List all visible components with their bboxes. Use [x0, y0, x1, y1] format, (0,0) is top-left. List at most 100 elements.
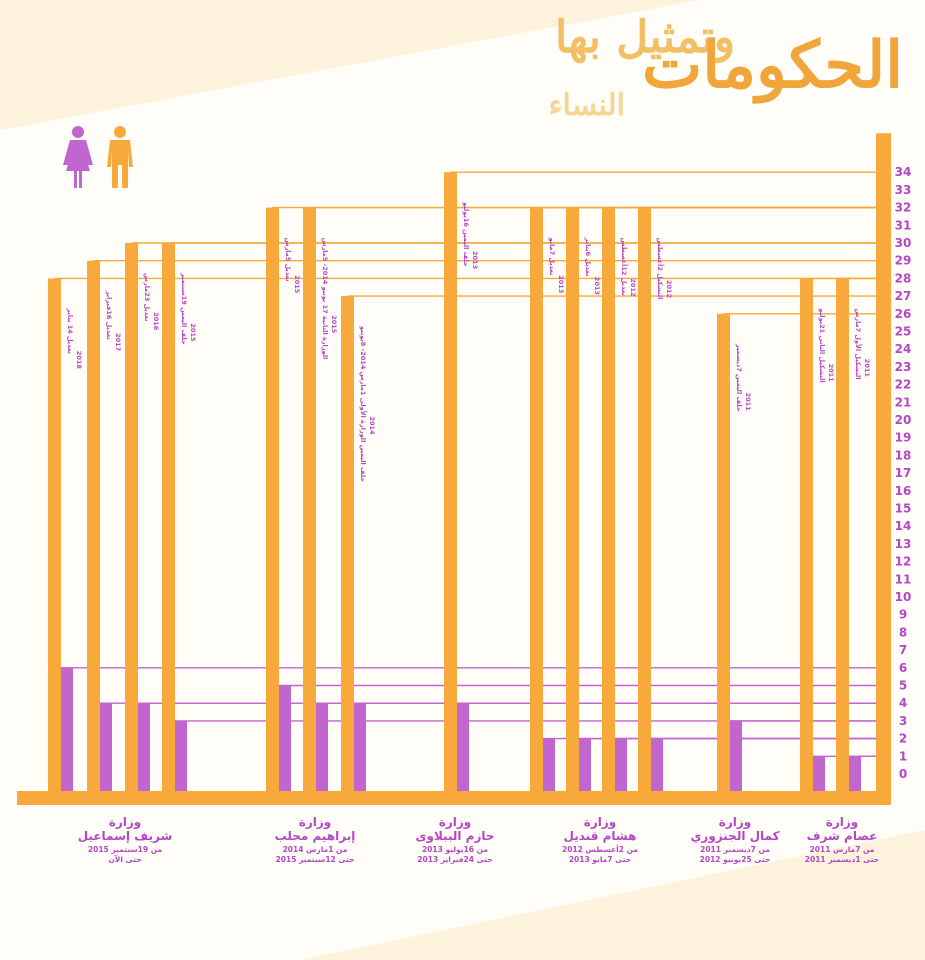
bar-total: [266, 207, 279, 792]
y-tick-label: 28: [895, 271, 912, 285]
y-axis-column: [876, 133, 891, 791]
bar-total: [444, 172, 457, 791]
bar-total: [602, 207, 615, 792]
government-period-to: حتى 24فبراير 2013: [417, 855, 492, 864]
bar-year-label: 2013: [593, 277, 601, 295]
government-period-from: من 16يوليو 2013: [422, 845, 488, 854]
government-period-from: من 7ديسمبر 2011: [700, 845, 770, 854]
bar-year-label: 2016: [152, 312, 160, 331]
y-tick-label: 7: [899, 643, 907, 657]
bar-women: [813, 756, 825, 791]
bar-year-label: 2015: [189, 323, 197, 342]
bar-event-label: تعديل 16فبراير: [105, 290, 113, 340]
bar-event-label: التشكيل 2أغسطس: [656, 238, 665, 300]
bar-women: [615, 738, 627, 791]
y-tick-label: 24: [895, 342, 912, 356]
y-tick-label: 34: [895, 165, 912, 179]
bar-women: [543, 738, 555, 791]
y-tick-label: 32: [895, 201, 912, 215]
y-tick-label: 17: [895, 466, 912, 480]
chart-subtitle-women: النساء: [548, 88, 625, 123]
government-name: إبراهيم محلب: [275, 829, 356, 843]
bar-total: [162, 243, 175, 791]
bar-event-label: التشكيل الثاني 21يوليو: [818, 307, 826, 382]
bar-total: [48, 278, 61, 791]
bar-event-label: الوزارة الثانية 17 يونيو 2014- 5مارس: [321, 238, 329, 360]
bar-year-label: 2018: [75, 351, 83, 370]
y-tick-label: 21: [895, 395, 912, 409]
y-tick-label: 6: [899, 661, 907, 675]
government-period-to: حتى 25يونيو 2012: [700, 855, 771, 864]
bar-year-label: 2012: [629, 278, 637, 296]
government-period-to: حتى 1ديسمبر 2011: [805, 855, 879, 864]
bar-total: [717, 313, 730, 791]
y-tick-label: 30: [895, 236, 912, 250]
bar-year-label: 2012: [665, 280, 673, 298]
bar-total: [125, 243, 138, 791]
government-period-from: من 1مارس 2014: [283, 845, 348, 854]
y-tick-label: 1: [899, 749, 907, 763]
y-tick-label: 12: [895, 555, 912, 569]
government-label-line1: وزارة: [299, 815, 331, 830]
y-tick-label: 2: [899, 732, 907, 746]
bar-year-label: 2011: [744, 393, 752, 412]
bar-total: [341, 296, 354, 791]
y-tick-label: 18: [895, 448, 912, 462]
bar-event-label: حلف اليمين 16يوليو: [462, 201, 470, 267]
y-tick-label: 33: [895, 183, 912, 197]
government-period-from: من 2أغسطس 2012: [562, 844, 638, 854]
government-name: حازم الببلاوى: [415, 829, 494, 844]
y-tick-label: 26: [895, 307, 912, 321]
bar-event-label: حلف اليمين 19سبتمبر: [180, 272, 188, 345]
government-label-line1: وزارة: [584, 815, 616, 830]
bar-women: [579, 738, 591, 791]
bar-year-label: 2014: [368, 417, 376, 436]
bar-event-label: تعديل 23مارس: [143, 273, 151, 322]
y-tick-label: 19: [895, 431, 912, 445]
government-name: كمال الجنزوري: [690, 829, 779, 844]
bar-event-label: تعديل 12أغسطس: [620, 238, 629, 296]
government-period-from: من 19سبتمبر 2015: [88, 845, 163, 854]
y-tick-label: 25: [895, 325, 912, 339]
bar-event-label: حلف اليمين الوزارة الأولى 1مارس 2014- 8ي…: [359, 325, 368, 482]
government-period-to: حتى 7مايو 2013: [569, 855, 631, 864]
y-tick-label: 5: [899, 679, 907, 693]
bar-women: [457, 703, 469, 791]
bar-total: [638, 207, 651, 792]
y-tick-label: 31: [895, 218, 912, 232]
y-tick-label: 14: [895, 519, 912, 533]
y-tick-label: 11: [895, 572, 912, 586]
bar-event-label: تعديل 5مارس: [284, 238, 292, 282]
government-name: عصام شرف: [807, 829, 878, 844]
female-icon: [63, 126, 93, 188]
y-tick-label: 10: [895, 590, 912, 604]
bar-total: [566, 207, 579, 792]
y-tick-label: 9: [899, 608, 907, 622]
y-tick-label: 4: [899, 696, 907, 710]
bar-year-label: 2011: [827, 364, 835, 383]
bar-women: [354, 703, 366, 791]
bar-women: [138, 703, 150, 791]
bar-women: [175, 720, 187, 791]
government-name: شريف إسماعيل: [78, 829, 173, 843]
bar-women: [279, 685, 291, 791]
bar-total: [800, 278, 813, 791]
chart-subtitle: وتمثيل بها: [554, 12, 735, 63]
bar-year-label: 2013: [471, 251, 479, 269]
chart-title: الحكومات: [641, 28, 903, 103]
y-tick-label: 22: [895, 378, 912, 392]
bar-year-label: 2011: [863, 359, 871, 378]
y-tick-label: 20: [895, 413, 912, 427]
male-icon: [107, 126, 133, 188]
bar-total: [303, 207, 316, 792]
bar-total: [836, 278, 849, 791]
government-label-line1: وزارة: [439, 815, 471, 830]
bar-women: [849, 756, 861, 791]
government-label-line1: وزارة: [826, 815, 858, 830]
bar-women: [651, 738, 663, 791]
bar-event-label: التشكيل الأول 7مارس: [854, 308, 863, 379]
bar-total: [530, 207, 543, 792]
y-tick-label: 27: [895, 289, 912, 303]
